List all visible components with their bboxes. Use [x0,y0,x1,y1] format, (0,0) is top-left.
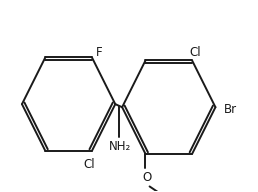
Text: Cl: Cl [83,158,95,170]
Text: O: O [142,171,151,184]
Text: Cl: Cl [189,46,201,59]
Text: NH₂: NH₂ [109,140,131,153]
Text: F: F [95,46,102,59]
Text: Br: Br [224,103,237,116]
